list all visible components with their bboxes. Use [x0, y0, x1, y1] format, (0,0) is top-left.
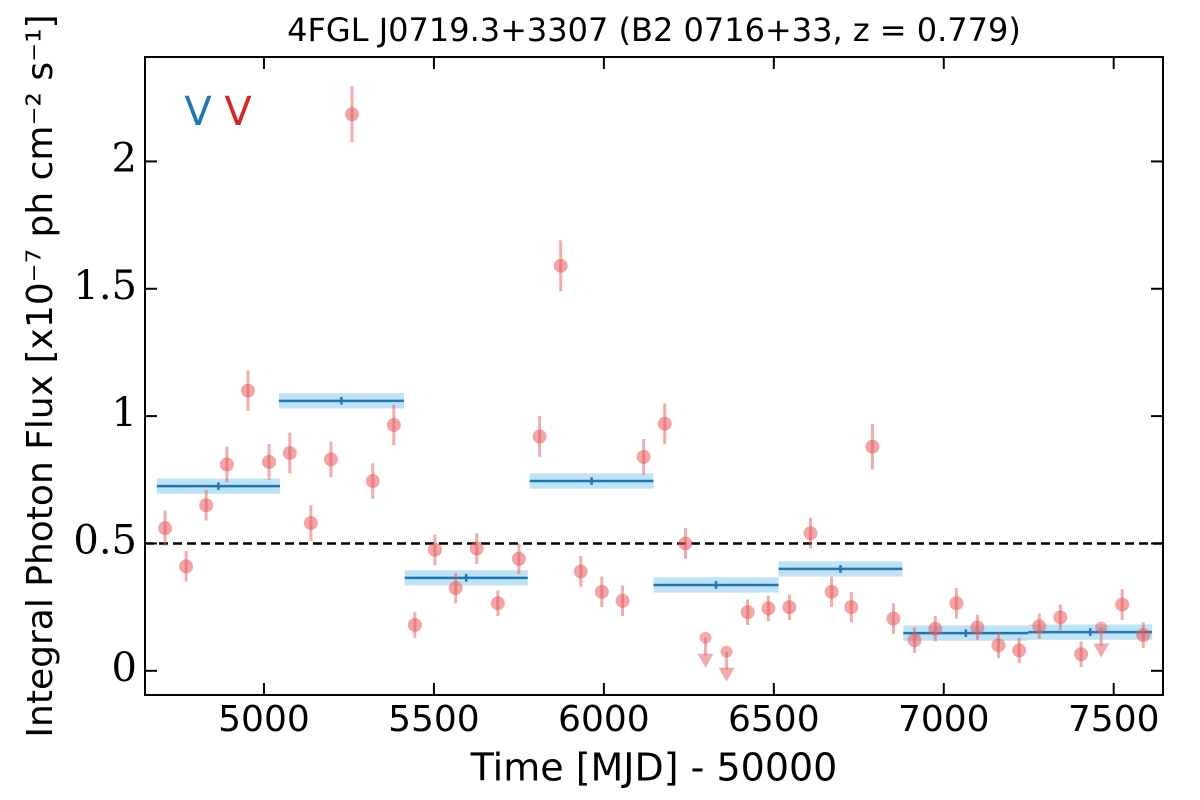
data-point — [469, 541, 484, 556]
data-point — [573, 564, 588, 579]
x-tick-label: 5000 — [218, 699, 310, 740]
x-tick-label: 7000 — [898, 699, 990, 740]
data-point — [678, 536, 693, 551]
data-point — [1136, 628, 1151, 643]
upper-limit-arrow — [718, 667, 735, 682]
annotation: V — [184, 89, 212, 135]
data-point — [740, 605, 755, 620]
y-tick-label: 1.5 — [73, 263, 137, 309]
data-point — [365, 474, 380, 489]
data-point — [657, 416, 672, 431]
data-point — [407, 617, 422, 632]
chart-title: 4FGL J0719.3+3307 (B2 0716+33, z = 0.779… — [287, 11, 1021, 49]
plot-frame — [144, 56, 1164, 696]
data-point — [262, 454, 277, 469]
y-tick-label: 2 — [112, 135, 137, 181]
data-point — [240, 383, 255, 398]
data-point — [179, 559, 194, 574]
y-tick-label: 0.5 — [73, 517, 137, 563]
data-point — [323, 452, 338, 467]
data-point — [615, 593, 630, 608]
data-point — [991, 638, 1006, 653]
data-point — [1012, 643, 1027, 658]
data-point — [199, 498, 214, 513]
data-point — [865, 439, 880, 454]
upper-limit-arrow — [1093, 643, 1110, 658]
y-axis-label: Integral Photon Flux [x10⁻⁷ ph cm⁻² s⁻¹] — [20, 14, 61, 737]
data-point — [303, 516, 318, 531]
x-axis-label: Time [MJD] - 50000 — [470, 746, 838, 790]
data-point — [490, 596, 505, 611]
x-tick-label: 6000 — [558, 699, 650, 740]
data-point — [158, 521, 173, 536]
data-point — [1032, 619, 1047, 634]
data-point — [219, 457, 234, 472]
data-point — [844, 600, 859, 615]
y-tick-label: 0 — [112, 645, 137, 691]
data-point — [511, 551, 526, 566]
data-point — [386, 418, 401, 433]
data-point — [636, 449, 651, 464]
x-tick-label: 5500 — [388, 699, 480, 740]
x-tick-label: 7500 — [1068, 699, 1160, 740]
data-point — [907, 633, 922, 648]
data-point — [824, 584, 839, 599]
data-point — [1074, 647, 1089, 662]
data-point — [553, 258, 568, 273]
data-point — [282, 446, 297, 461]
data-point — [970, 620, 985, 635]
annotation: V — [224, 89, 252, 135]
data-point — [928, 621, 943, 636]
data-point — [1115, 597, 1130, 612]
upper-limit-point — [699, 631, 712, 644]
data-point — [594, 584, 609, 599]
data-point — [427, 542, 442, 557]
data-point — [532, 429, 547, 444]
data-point — [448, 581, 463, 596]
upper-limit-arrow — [697, 653, 714, 668]
data-point — [803, 526, 818, 541]
data-point — [1053, 610, 1068, 625]
y-tick-label: 1 — [112, 390, 137, 436]
data-point — [782, 600, 797, 615]
upper-limit-point — [1095, 621, 1108, 634]
data-point — [761, 601, 776, 616]
data-point — [886, 611, 901, 626]
data-point — [344, 107, 359, 122]
x-tick-label: 6500 — [728, 699, 820, 740]
data-point — [949, 596, 964, 611]
upper-limit-point — [720, 645, 733, 658]
